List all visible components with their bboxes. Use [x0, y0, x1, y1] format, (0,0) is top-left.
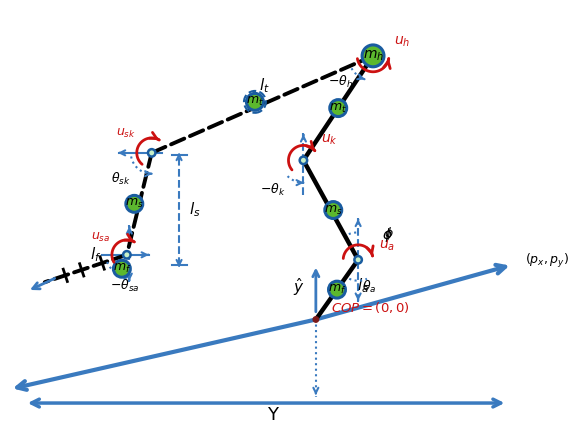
Text: $l_s$: $l_s$ [189, 201, 201, 220]
Text: $\hat{y}$: $\hat{y}$ [293, 276, 305, 298]
Text: $m_s$: $m_s$ [324, 204, 343, 216]
Text: $u_{sk}$: $u_{sk}$ [116, 128, 136, 140]
Text: $m_t$: $m_t$ [246, 95, 264, 108]
Text: $\theta_a$: $\theta_a$ [362, 279, 376, 295]
Text: $u_{sa}$: $u_{sa}$ [91, 231, 111, 244]
Text: $\Upsilon$: $\Upsilon$ [267, 406, 280, 424]
Text: $l_t$: $l_t$ [260, 76, 270, 95]
Text: $(p_x, p_y)$: $(p_x, p_y)$ [525, 252, 569, 270]
Text: $m_f$: $m_f$ [113, 262, 131, 275]
Text: $l_a$: $l_a$ [357, 276, 369, 295]
Circle shape [123, 251, 131, 259]
Text: $-\theta_h$: $-\theta_h$ [328, 73, 354, 90]
Text: $m_t$: $m_t$ [329, 102, 347, 115]
Text: $u_k$: $u_k$ [321, 132, 337, 147]
Text: $COP = (0,0)$: $COP = (0,0)$ [331, 300, 410, 315]
Circle shape [362, 45, 384, 67]
Circle shape [313, 317, 319, 322]
Circle shape [246, 93, 264, 110]
Text: $\theta_{sk}$: $\theta_{sk}$ [111, 171, 131, 187]
Text: $u_h$: $u_h$ [394, 35, 410, 49]
Text: $l_f$: $l_f$ [90, 245, 101, 264]
Circle shape [328, 281, 346, 298]
Text: $u_a$: $u_a$ [379, 238, 395, 253]
Text: $m_s$: $m_s$ [125, 197, 144, 210]
Circle shape [354, 256, 362, 264]
Text: $m_h$: $m_h$ [363, 49, 383, 63]
Text: $-\theta_{sa}$: $-\theta_{sa}$ [109, 278, 139, 294]
Circle shape [325, 202, 342, 219]
Circle shape [113, 260, 130, 277]
Text: $\phi$: $\phi$ [382, 226, 393, 244]
Text: $m_f$: $m_f$ [328, 283, 346, 296]
Circle shape [300, 157, 307, 164]
Circle shape [148, 149, 155, 157]
Circle shape [126, 195, 143, 212]
Text: $-\theta_k$: $-\theta_k$ [260, 182, 285, 198]
Text: $\phi$: $\phi$ [384, 225, 394, 242]
Circle shape [330, 99, 347, 117]
